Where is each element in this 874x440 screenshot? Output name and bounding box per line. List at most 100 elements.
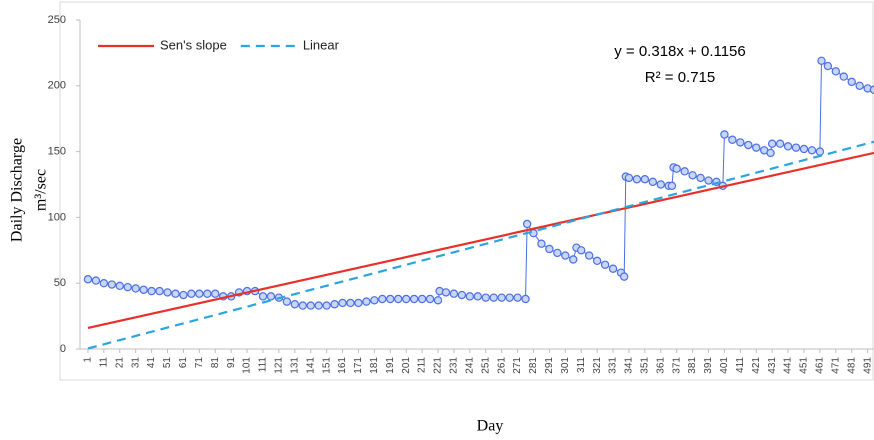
data-point xyxy=(807,146,817,155)
data-point xyxy=(449,289,459,298)
x-tick-label: 241 xyxy=(464,357,475,374)
data-point xyxy=(529,228,538,238)
data-point xyxy=(155,286,164,296)
x-tick-label: 141 xyxy=(305,357,316,374)
data-point xyxy=(147,286,156,296)
data-point xyxy=(521,294,530,304)
data-point xyxy=(545,244,554,254)
data-point xyxy=(417,294,427,304)
data-point xyxy=(497,293,506,302)
x-tick-label: 341 xyxy=(624,357,635,374)
data-point xyxy=(298,301,307,310)
data-point xyxy=(608,264,618,273)
legend-label: Sen's slope xyxy=(160,37,227,52)
data-point xyxy=(823,61,833,71)
data-point xyxy=(767,139,777,148)
x-tick-label: 261 xyxy=(496,357,507,374)
data-line xyxy=(87,140,874,350)
data-point xyxy=(163,288,172,297)
data-point xyxy=(409,294,419,304)
data-point xyxy=(855,81,864,91)
data-point xyxy=(481,293,490,302)
data-point xyxy=(831,67,841,76)
y-tick-label: 0 xyxy=(60,343,66,355)
data-line xyxy=(87,59,874,307)
data-point xyxy=(354,298,363,308)
x-tick-label: 351 xyxy=(640,357,651,374)
data-point xyxy=(839,72,848,81)
data-point xyxy=(791,143,801,152)
data-point xyxy=(600,260,610,269)
x-tick-label: 51 xyxy=(162,357,173,369)
y-axis-unit: m³/sec xyxy=(33,169,50,211)
x-tick-label: 131 xyxy=(289,357,300,374)
data-point xyxy=(139,285,148,294)
data-point xyxy=(465,292,475,301)
data-point xyxy=(370,296,379,305)
data-point xyxy=(619,272,629,281)
data-point xyxy=(648,177,658,187)
data-point xyxy=(869,85,874,94)
data-point xyxy=(640,175,650,184)
y-axis-label: Daily Discharge xyxy=(9,138,26,242)
x-tick-label: 81 xyxy=(210,357,221,369)
data-point xyxy=(553,248,562,258)
x-tick-label: 491 xyxy=(862,357,873,374)
data-point xyxy=(736,138,745,147)
x-tick-label: 291 xyxy=(544,357,555,374)
data-point xyxy=(457,290,467,300)
chart-frame xyxy=(59,1,874,381)
x-tick-label: 21 xyxy=(114,357,125,369)
data-point xyxy=(766,148,775,158)
x-tick-label: 31 xyxy=(130,357,141,369)
data-point xyxy=(489,293,498,302)
y-tick-label: 250 xyxy=(48,14,66,26)
x-tick-label: 61 xyxy=(178,357,189,369)
data-point xyxy=(720,130,729,139)
data-point xyxy=(378,294,387,304)
data-point xyxy=(473,292,482,301)
x-tick-label: 171 xyxy=(353,357,364,374)
x-tick-label: 201 xyxy=(401,357,412,374)
data-point xyxy=(632,175,642,184)
data-point xyxy=(290,300,300,309)
data-point xyxy=(282,297,292,306)
x-tick-label: 461 xyxy=(815,357,826,374)
data-point xyxy=(187,289,196,298)
x-tick-label: 481 xyxy=(846,357,857,374)
x-tick-label: 161 xyxy=(337,357,348,374)
x-tick-label: 441 xyxy=(783,357,794,374)
x-tick-label: 451 xyxy=(799,357,810,374)
data-point xyxy=(425,294,435,304)
data-point xyxy=(592,256,602,266)
x-tick-label: 281 xyxy=(528,357,539,374)
data-point xyxy=(131,284,140,293)
x-tick-label: 371 xyxy=(671,357,682,374)
data-point xyxy=(322,301,331,310)
x-tick-label: 311 xyxy=(576,357,587,373)
data-point xyxy=(688,171,697,180)
data-point xyxy=(783,142,793,151)
data-point xyxy=(401,294,411,304)
data-point xyxy=(667,181,677,191)
data-point xyxy=(362,297,371,306)
data-point xyxy=(99,279,109,288)
data-point xyxy=(171,289,180,298)
data-point xyxy=(537,239,546,248)
data-point xyxy=(584,251,594,260)
data-point xyxy=(266,292,276,301)
x-tick-label: 71 xyxy=(194,357,205,369)
x-tick-label: 401 xyxy=(719,357,730,374)
data-point xyxy=(505,293,514,302)
data-point xyxy=(330,300,339,309)
x-tick-label: 41 xyxy=(146,357,157,369)
data-point xyxy=(83,275,93,284)
y-tick-label: 100 xyxy=(48,211,66,223)
equation: y = 0.318x + 0.1156 xyxy=(614,43,746,60)
legend-label: Linear xyxy=(303,37,340,52)
data-point xyxy=(656,180,665,189)
data-point xyxy=(704,176,713,185)
x-tick-label: 431 xyxy=(767,357,778,374)
x-tick-label: 381 xyxy=(687,357,698,374)
data-point xyxy=(258,292,268,301)
